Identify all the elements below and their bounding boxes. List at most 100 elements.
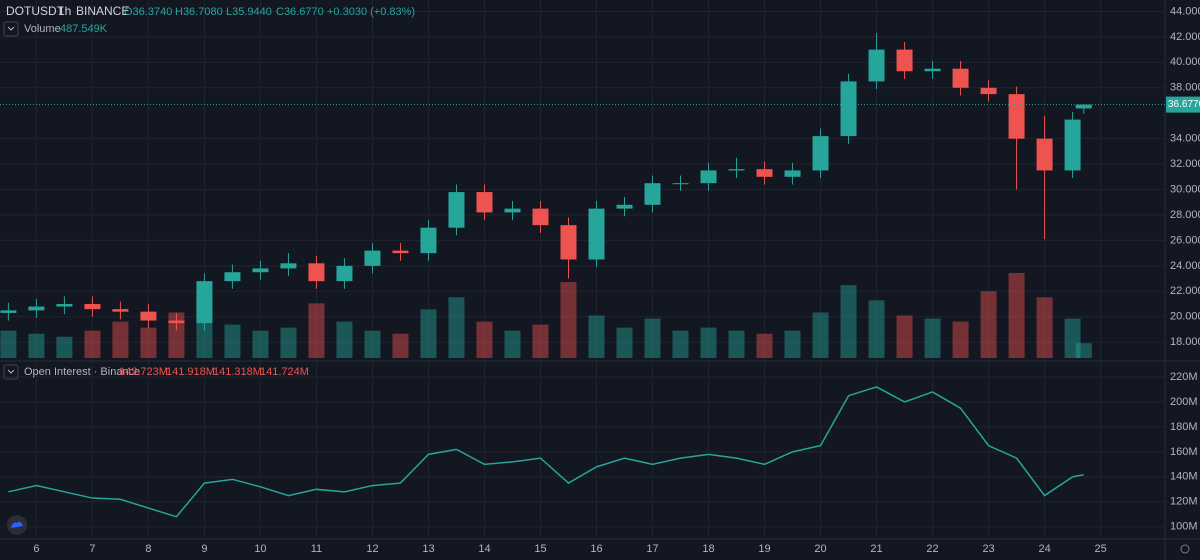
y-tick-label: 40.0000: [1170, 56, 1200, 68]
collapse-button[interactable]: [3, 21, 19, 37]
candle-body: [56, 304, 73, 307]
x-tick-label: 8: [145, 543, 151, 555]
candle-body: [252, 268, 269, 273]
candle-body: [616, 204, 633, 209]
candle-body: [1008, 94, 1025, 139]
chevron: [7, 26, 15, 31]
candle-body: [952, 68, 969, 88]
x-tick-label: 20: [814, 543, 826, 555]
y-tick-label: 34.0000: [1170, 133, 1200, 145]
candle-body: [168, 320, 185, 324]
ohlc-close: C36.6770: [276, 6, 324, 18]
volume-bar: [1008, 273, 1025, 358]
candle-body: [1064, 119, 1081, 171]
candle-body: [392, 250, 409, 254]
collapse-button[interactable]: [3, 364, 19, 380]
y2-tick-label: 120M: [1170, 496, 1198, 508]
y-tick-label: 44.0000: [1170, 5, 1200, 17]
candle-body: [840, 81, 857, 137]
volume-bar: [560, 282, 577, 358]
volume-bar: [448, 297, 465, 358]
volume-value: 487.549K: [60, 23, 108, 35]
candle-body: [980, 87, 997, 95]
y-tick-label: 42.0000: [1170, 31, 1200, 43]
volume-bar: [0, 330, 17, 358]
y-tick-label: 18.0000: [1170, 336, 1200, 348]
y-tick-label: 28.0000: [1170, 209, 1200, 221]
last-price-label: 36.6770: [1168, 99, 1200, 110]
x-tick-label: 25: [1094, 543, 1106, 555]
candle-body: [504, 208, 521, 213]
volume-bar: [756, 333, 773, 358]
volume-bar: [308, 303, 325, 358]
candle-body: [1075, 104, 1092, 109]
volume-bar: [420, 309, 437, 358]
volume-name: Volume: [24, 23, 61, 35]
volume-bar: [252, 330, 269, 358]
x-tick-label: 9: [201, 543, 207, 555]
volume-bar: [140, 327, 157, 358]
volume-bar: [532, 324, 549, 358]
volume-bar: [1064, 318, 1081, 358]
candle-body: [644, 183, 661, 205]
volume-bar: [840, 285, 857, 358]
candle-body: [448, 192, 465, 228]
candle-body: [84, 304, 101, 310]
oi-value: 142.723M: [119, 366, 168, 378]
volume-bar: [112, 321, 129, 358]
y2-tick-label: 200M: [1170, 396, 1198, 408]
candle-body: [280, 263, 297, 269]
candle-body: [532, 208, 549, 226]
volume-bar: [952, 321, 969, 358]
y-tick-label: 30.0000: [1170, 183, 1200, 195]
volume-bar: [672, 330, 689, 358]
settings-button[interactable]: [1180, 544, 1190, 554]
candle-body: [672, 183, 689, 185]
candle-body: [364, 250, 381, 266]
oi-name: Open Interest · Binance: [24, 366, 140, 378]
volume-bar: [168, 312, 185, 358]
candle-body: [28, 306, 45, 311]
candle-body: [812, 136, 829, 171]
x-tick-label: 15: [534, 543, 546, 555]
x-tick-label: 10: [254, 543, 266, 555]
y-tick-label: 32.0000: [1170, 158, 1200, 170]
ohlc-open: O36.3740: [124, 6, 172, 18]
candle-body: [588, 208, 605, 260]
x-tick-label: 7: [89, 543, 95, 555]
x-tick-label: 6: [33, 543, 39, 555]
candle-body: [924, 68, 941, 72]
chevron: [7, 369, 15, 374]
y2-tick-label: 140M: [1170, 471, 1198, 483]
volume-bar: [616, 327, 633, 358]
x-tick-label: 23: [982, 543, 994, 555]
symbol: DOTUSDT: [6, 4, 65, 18]
candle-body: [420, 227, 437, 254]
volume-bar: [56, 336, 73, 358]
x-tick-label: 16: [590, 543, 602, 555]
legend: DOTUSDT 1h BINANCE O36.3740 H36.7080 L35…: [3, 4, 415, 380]
logo: [11, 521, 23, 528]
y-tick-label: 38.0000: [1170, 82, 1200, 94]
x-tick-label: 18: [702, 543, 714, 555]
interval: 1h: [58, 4, 71, 18]
volume-bar: [504, 330, 521, 358]
volume-bar: [1075, 343, 1092, 358]
volume-bar: [868, 300, 885, 358]
y2-tick-label: 160M: [1170, 446, 1198, 458]
candle-body: [560, 225, 577, 260]
last-price-tag: [1166, 96, 1200, 113]
candle-body: [112, 309, 129, 312]
y-tick-label: 26.0000: [1170, 234, 1200, 246]
oi-value: 141.318M: [213, 366, 262, 378]
x-tick-label: 13: [422, 543, 434, 555]
candle-body: [896, 49, 913, 72]
volume-bar: [280, 327, 297, 358]
volume-bar: [644, 318, 661, 358]
open-interest-line: [8, 386, 1084, 518]
volume-bar: [812, 312, 829, 358]
x-tick-label: 11: [311, 543, 322, 555]
exchange: BINANCE: [76, 4, 129, 18]
x-tick-label: 19: [758, 543, 770, 555]
